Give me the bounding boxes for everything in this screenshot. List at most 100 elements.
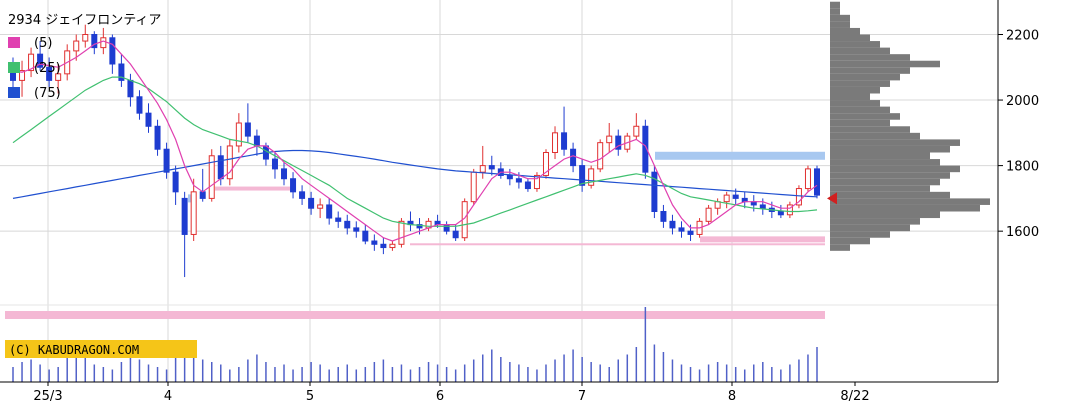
candle-body-22 bbox=[208, 155, 215, 199]
profile-bar-12 bbox=[830, 165, 960, 173]
profile-bar-10 bbox=[830, 178, 940, 186]
candle-body-53 bbox=[488, 165, 495, 170]
candles bbox=[10, 24, 820, 278]
candle-body-74 bbox=[678, 227, 685, 232]
candle-body-25 bbox=[235, 122, 242, 147]
candle-body-17 bbox=[163, 148, 170, 173]
candle-body-79 bbox=[723, 194, 730, 203]
candle-body-78 bbox=[714, 201, 721, 209]
candle-body-12 bbox=[118, 63, 125, 81]
candle-body-24 bbox=[226, 145, 233, 180]
profile-bar-16 bbox=[830, 139, 960, 146]
candle-body-70 bbox=[642, 125, 649, 173]
profile-bar-36 bbox=[830, 8, 840, 15]
candle-body-52 bbox=[479, 165, 486, 173]
candle-body-37 bbox=[344, 220, 351, 229]
ma25-line bbox=[12, 76, 818, 227]
x-tick-label-5: 8 bbox=[728, 389, 736, 404]
candle-body-32 bbox=[299, 191, 306, 199]
candle-body-45 bbox=[416, 224, 423, 229]
candle-body-75 bbox=[687, 230, 694, 235]
candle-body-77 bbox=[705, 207, 712, 222]
profile-bar-15 bbox=[830, 145, 950, 153]
candle-body-30 bbox=[281, 168, 288, 180]
x-tick-label-0: 25/3 bbox=[33, 389, 62, 404]
profile-bar-8 bbox=[830, 191, 950, 199]
band-bottom bbox=[5, 311, 825, 319]
profile-bar-11 bbox=[830, 172, 950, 179]
profile-bar-14 bbox=[830, 152, 930, 160]
legend-label-2: (75) bbox=[34, 86, 61, 101]
profile-bar-24 bbox=[830, 86, 880, 94]
candle-body-34 bbox=[317, 204, 324, 209]
candle-body-21 bbox=[199, 191, 206, 199]
profile-bar-1 bbox=[830, 237, 870, 245]
candle-body-64 bbox=[588, 168, 595, 186]
profile-bar-19 bbox=[830, 119, 890, 127]
profile-bar-13 bbox=[830, 159, 940, 166]
candle-body-20 bbox=[190, 191, 197, 235]
profile-bar-32 bbox=[830, 34, 870, 42]
profile-bar-2 bbox=[830, 231, 890, 238]
candle-body-63 bbox=[579, 165, 586, 186]
candle-body-65 bbox=[597, 142, 604, 170]
candle-body-13 bbox=[127, 79, 134, 98]
candle-body-11 bbox=[109, 37, 116, 65]
candle-body-60 bbox=[552, 132, 559, 153]
x-tick-label-3: 6 bbox=[436, 389, 444, 404]
legend-swatch-0 bbox=[8, 37, 20, 48]
y-tick-label-2: 1800 bbox=[1006, 160, 1039, 175]
candle-body-27 bbox=[253, 135, 260, 147]
profile-bar-30 bbox=[830, 47, 890, 55]
candle-body-71 bbox=[651, 171, 658, 213]
candle-body-1 bbox=[19, 70, 26, 81]
profile-bar-25 bbox=[830, 80, 890, 87]
x-tick-label-4: 7 bbox=[578, 389, 586, 404]
axes: 2200 2000 1800 1600 25/3 4 5 6 7 8 8/22 bbox=[0, 0, 1039, 404]
candle-body-2 bbox=[28, 53, 35, 72]
candle-body-80 bbox=[732, 194, 739, 199]
profile-bar-5 bbox=[830, 211, 940, 219]
profile-bar-0 bbox=[830, 244, 850, 251]
candle-body-55 bbox=[506, 174, 513, 180]
candle-body-72 bbox=[660, 211, 667, 222]
candle-body-69 bbox=[633, 125, 640, 137]
legend-label-1: (25) bbox=[34, 61, 61, 76]
candle-body-83 bbox=[759, 204, 766, 209]
candle-body-14 bbox=[136, 96, 143, 114]
profile-bar-35 bbox=[830, 14, 850, 22]
profile-bar-23 bbox=[830, 93, 870, 101]
candle-body-8 bbox=[82, 34, 89, 42]
ma75-line bbox=[12, 149, 818, 199]
x-tick-label-2: 5 bbox=[306, 389, 314, 404]
ma5-line bbox=[12, 40, 818, 242]
profile-bar-28 bbox=[830, 60, 940, 68]
band-1730 bbox=[215, 186, 295, 191]
candle-body-42 bbox=[389, 243, 396, 249]
candle-body-40 bbox=[371, 240, 378, 245]
last-price-marker bbox=[827, 192, 837, 205]
candle-body-58 bbox=[533, 174, 540, 190]
candle-body-88 bbox=[804, 168, 811, 190]
candle-body-31 bbox=[290, 178, 297, 193]
candle-body-35 bbox=[326, 204, 333, 219]
candle-body-66 bbox=[606, 135, 613, 144]
candle-body-62 bbox=[570, 148, 577, 167]
profile-bar-17 bbox=[830, 132, 920, 140]
candle-body-85 bbox=[777, 211, 784, 216]
candle-body-4 bbox=[46, 66, 53, 81]
profile-bar-20 bbox=[830, 113, 900, 120]
chart-title: 2934 ジェイフロンティア bbox=[8, 13, 161, 28]
profile-bar-34 bbox=[830, 21, 850, 28]
candle-body-43 bbox=[398, 220, 405, 245]
candle-body-67 bbox=[615, 135, 622, 150]
candle-body-33 bbox=[308, 197, 315, 209]
watermark: (C) KABUDRAGON.COM bbox=[5, 340, 197, 358]
profile-bar-6 bbox=[830, 204, 980, 212]
candle-body-19 bbox=[181, 197, 188, 235]
candle-body-86 bbox=[786, 204, 793, 216]
x-tick-label-1: 4 bbox=[164, 389, 172, 404]
candle-body-51 bbox=[470, 171, 477, 203]
candle-body-15 bbox=[145, 112, 152, 127]
